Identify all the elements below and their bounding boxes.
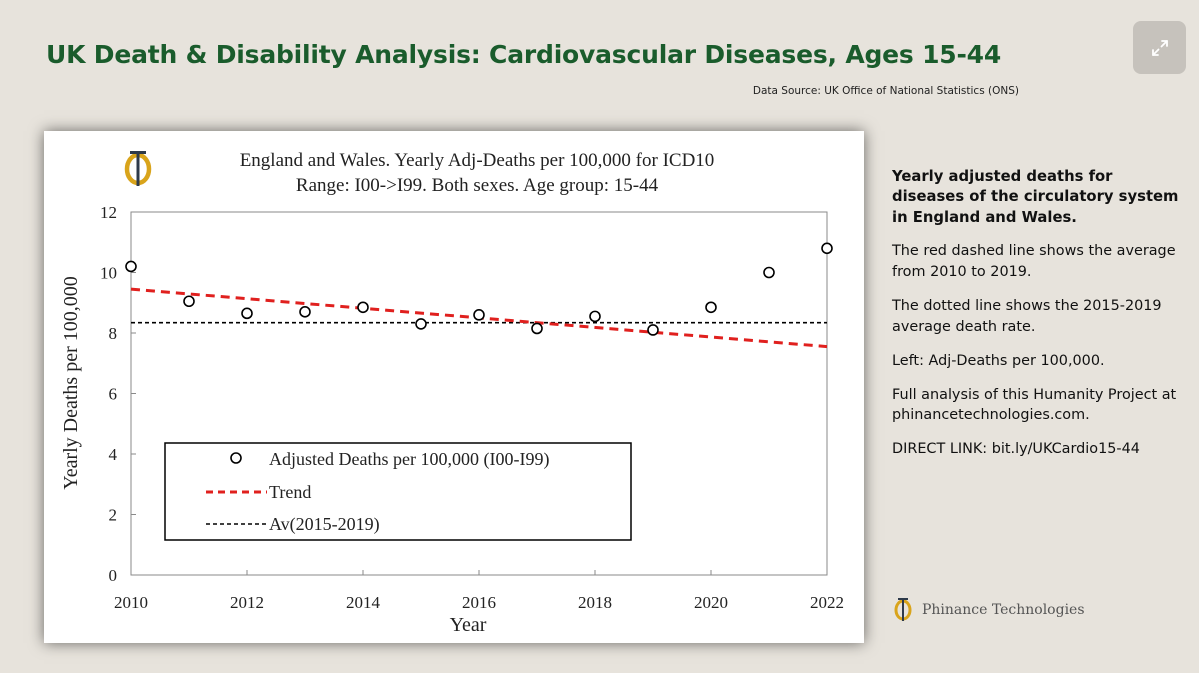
x-tick-label: 2014 — [346, 593, 381, 612]
expand-icon — [1151, 39, 1168, 56]
y-tick-label: 6 — [109, 385, 118, 404]
x-axis-label: Year — [450, 614, 487, 636]
y-tick-label: 2 — [109, 506, 118, 525]
brand-footer: Phinance Technologies — [892, 597, 1085, 623]
sidebar-direct-link[interactable]: DIRECT LINK: bit.ly/UKCardio15-44 — [892, 441, 1140, 458]
sidebar-lead: Yearly adjusted deaths for diseases of t… — [892, 168, 1179, 226]
data-point — [125, 260, 137, 273]
sidebar-note-trend: The red dashed line shows the average fr… — [892, 243, 1176, 281]
phinance-logo-icon — [894, 598, 912, 621]
data-point — [241, 307, 253, 320]
y-tick-label: 12 — [100, 203, 117, 222]
y-axis-label: Yearly Deaths per 100,000 — [60, 276, 82, 490]
chart-axes: 0 2 4 6 8 10 12 2010 2012 2014 2016 2018 2020 2022 — [100, 203, 844, 612]
data-points — [125, 242, 833, 336]
legend-label-average: Av(2015-2019) — [269, 514, 380, 535]
sidebar-note-analysis: Full analysis of this Humanity Project a… — [892, 386, 1177, 424]
chart-logo-icon — [124, 151, 152, 186]
data-point — [821, 242, 833, 255]
data-point — [415, 318, 427, 330]
legend-label-trend: Trend — [269, 482, 311, 502]
chart-legend: Adjusted Deaths per 100,000 (I00-I99) Tr… — [164, 442, 632, 541]
y-tick-label: 10 — [100, 264, 117, 283]
data-point — [589, 310, 601, 323]
x-tick-label: 2012 — [230, 593, 264, 612]
x-tick-label: 2022 — [810, 593, 844, 612]
page-title: UK Death & Disability Analysis: Cardiova… — [46, 40, 1002, 69]
y-tick-label: 8 — [109, 324, 118, 343]
y-tick-label: 4 — [109, 445, 118, 464]
x-tick-label: 2018 — [578, 593, 612, 612]
legend-label-points: Adjusted Deaths per 100,000 (I00-I99) — [269, 449, 549, 470]
sidebar-note-axis: Left: Adj-Deaths per 100,000. — [892, 352, 1105, 369]
data-point — [183, 295, 195, 308]
data-point — [299, 306, 311, 318]
sidebar-note-average: The dotted line shows the 2015-2019 aver… — [892, 297, 1162, 335]
x-tick-label: 2020 — [694, 593, 728, 612]
data-point — [705, 301, 717, 314]
sidebar-notes: Yearly adjusted deaths for diseases of t… — [892, 167, 1184, 473]
legend-marker-points — [230, 452, 242, 464]
data-point — [473, 309, 485, 321]
brand-name: Phinance Technologies — [922, 602, 1085, 618]
x-tick-label: 2010 — [114, 593, 148, 612]
data-point — [531, 322, 543, 335]
chart-panel: England and Wales. Yearly Adj-Deaths per… — [44, 131, 864, 643]
chart-svg: England and Wales. Yearly Adj-Deaths per… — [60, 150, 844, 636]
data-source: Data Source: UK Office of National Stati… — [752, 85, 1019, 97]
data-point — [357, 301, 369, 314]
chart-title-line1: England and Wales. Yearly Adj-Deaths per… — [240, 150, 715, 171]
expand-button[interactable] — [1133, 21, 1186, 74]
x-tick-label: 2016 — [462, 593, 496, 612]
y-tick-label: 0 — [109, 566, 118, 585]
chart-title-line2: Range: I00->I99. Both sexes. Age group: … — [296, 175, 659, 196]
data-point — [647, 324, 659, 336]
data-point — [763, 266, 775, 279]
